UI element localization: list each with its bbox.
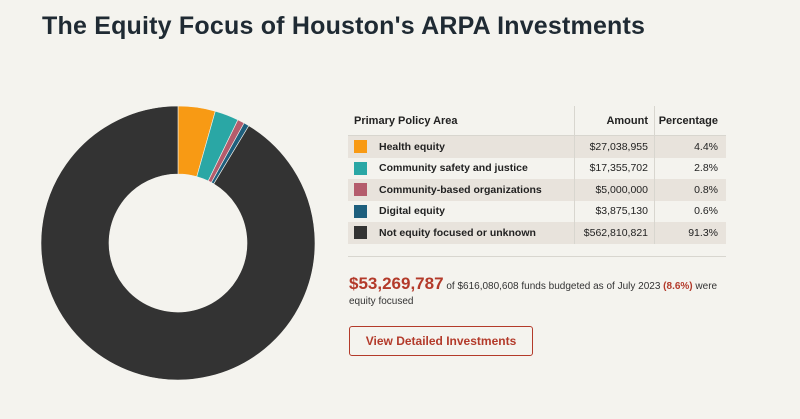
table-row: Community safety and justice $17,355,702 2… bbox=[348, 157, 726, 180]
row-label: Community-based organizations bbox=[379, 183, 542, 196]
row-area: Digital equity bbox=[348, 201, 574, 223]
legend-swatch bbox=[354, 226, 367, 240]
table-header: Primary Policy Area Amount Percentage bbox=[348, 106, 726, 136]
legend-swatch bbox=[354, 161, 367, 175]
equity-percent: (8.6%) bbox=[663, 281, 693, 292]
row-label: Health equity bbox=[379, 140, 445, 153]
row-area: Health equity bbox=[348, 136, 574, 158]
legend-swatch bbox=[354, 140, 367, 154]
table-row: Not equity focused or unknown $562,810,82… bbox=[348, 222, 726, 244]
divider bbox=[348, 256, 726, 257]
header-area: Primary Policy Area bbox=[354, 114, 458, 127]
header-percentage: Percentage bbox=[654, 106, 726, 135]
summary-text: $53,269,787 of $616,080,608 funds budget… bbox=[349, 274, 734, 309]
row-percentage: 2.8% bbox=[654, 157, 726, 179]
row-label: Not equity focused or unknown bbox=[379, 226, 536, 239]
donut-chart bbox=[40, 106, 316, 381]
equity-amount: $53,269,787 bbox=[349, 274, 444, 293]
row-amount: $562,810,821 bbox=[574, 222, 654, 244]
table-row: Health equity $27,038,955 4.4% bbox=[348, 136, 726, 158]
row-amount: $17,355,702 bbox=[574, 157, 654, 179]
legend-swatch bbox=[354, 204, 367, 218]
table-row: Community-based organizations $5,000,000 0… bbox=[348, 179, 726, 201]
header-amount: Amount bbox=[574, 106, 654, 135]
view-detailed-investments-button[interactable]: View Detailed Investments bbox=[349, 326, 533, 356]
row-percentage: 0.6% bbox=[654, 200, 726, 222]
summary-text-before: of $616,080,608 funds budgeted as of Jul… bbox=[446, 281, 661, 292]
policy-table: Primary Policy Area Amount Percentage He… bbox=[348, 106, 726, 244]
row-label: Digital equity bbox=[379, 205, 445, 218]
row-amount: $5,000,000 bbox=[574, 179, 654, 201]
row-percentage: 91.3% bbox=[654, 222, 726, 244]
legend-swatch bbox=[354, 183, 367, 197]
row-label: Community safety and justice bbox=[379, 162, 528, 175]
row-area: Not equity focused or unknown bbox=[348, 222, 574, 244]
row-amount: $27,038,955 bbox=[574, 136, 654, 158]
summary-text-after: were equity focused bbox=[349, 281, 718, 307]
row-area: Community safety and justice bbox=[348, 158, 574, 180]
row-percentage: 4.4% bbox=[654, 136, 726, 158]
donut-slice-5 bbox=[40, 106, 316, 381]
row-amount: $3,875,130 bbox=[574, 200, 654, 222]
row-area: Community-based organizations bbox=[348, 179, 574, 201]
table-row: Digital equity $3,875,130 0.6% bbox=[348, 200, 726, 223]
page-title: The Equity Focus of Houston's ARPA Inves… bbox=[42, 12, 646, 40]
row-percentage: 0.8% bbox=[654, 179, 726, 201]
